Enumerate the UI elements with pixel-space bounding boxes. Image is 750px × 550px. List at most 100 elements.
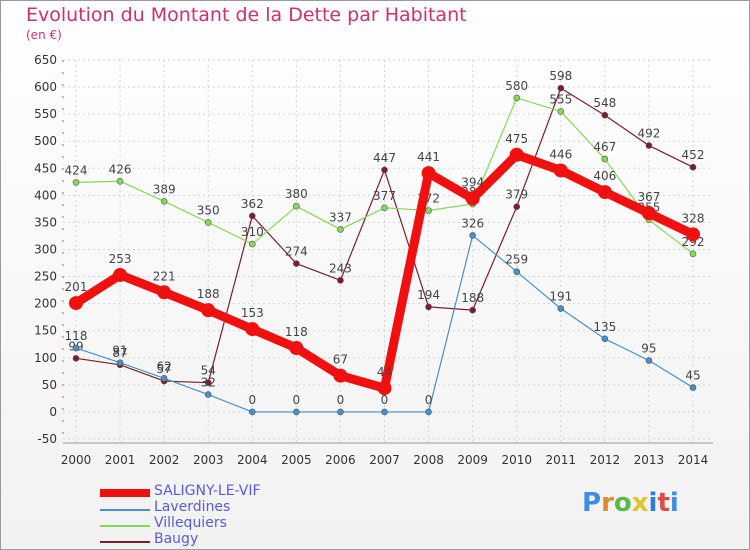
data-label: 310 xyxy=(241,225,264,239)
data-point xyxy=(337,408,344,416)
data-point xyxy=(248,212,256,220)
data-point xyxy=(513,94,521,102)
x-tick-label: 2011 xyxy=(546,453,577,467)
data-point xyxy=(204,219,212,226)
data-point xyxy=(160,375,168,382)
logo-letter: r xyxy=(601,488,614,518)
data-label: 0 xyxy=(425,393,433,407)
legend-swatch xyxy=(100,525,150,527)
data-point xyxy=(645,142,653,149)
data-label: 87 xyxy=(112,346,127,360)
data-label: 45 xyxy=(685,369,700,383)
y-tick-label: 600 xyxy=(34,80,57,94)
data-label: 118 xyxy=(65,329,88,343)
data-point xyxy=(116,359,124,366)
data-label: 394 xyxy=(461,176,484,190)
logo-letter: x xyxy=(631,488,649,518)
data-label: 32 xyxy=(201,376,216,390)
legend-label: SALIGNY-LE-VIF xyxy=(154,483,261,499)
x-tick-label: 2002 xyxy=(149,453,180,467)
x-tick-label: 2010 xyxy=(501,453,532,467)
data-label: 95 xyxy=(641,341,656,355)
y-tick-label: 0 xyxy=(49,405,57,419)
data-point xyxy=(557,108,565,115)
legend-swatch xyxy=(100,541,150,543)
x-tick-label: 2001 xyxy=(105,453,136,467)
data-label: 475 xyxy=(505,132,528,146)
data-point xyxy=(689,250,697,258)
y-tick-label: 300 xyxy=(34,243,57,257)
data-point xyxy=(293,408,300,416)
data-label: 326 xyxy=(461,216,484,230)
data-label: 0 xyxy=(293,393,301,407)
data-point xyxy=(293,202,300,210)
logo-letter: t xyxy=(657,488,670,518)
data-label: 188 xyxy=(197,287,220,301)
data-label: 67 xyxy=(333,353,348,367)
y-tick-label: 150 xyxy=(34,324,57,338)
data-label: 194 xyxy=(417,288,440,302)
data-label: 153 xyxy=(241,306,264,320)
data-label: 253 xyxy=(109,252,132,266)
data-point xyxy=(337,226,344,233)
data-point xyxy=(601,155,609,163)
data-label: 62 xyxy=(157,359,172,373)
data-label: 452 xyxy=(682,148,705,162)
data-point xyxy=(425,303,432,311)
data-point xyxy=(557,305,565,312)
legend-label: Baugy xyxy=(154,531,199,547)
legend-swatch xyxy=(100,509,150,511)
data-label: 0 xyxy=(381,393,389,407)
data-label: 380 xyxy=(285,187,308,201)
data-point xyxy=(204,379,212,386)
data-point xyxy=(557,84,565,92)
data-label: 379 xyxy=(505,188,528,202)
data-point xyxy=(597,185,612,200)
y-tick-label: 50 xyxy=(42,378,57,392)
y-tick-label: 100 xyxy=(34,351,57,365)
data-label: 362 xyxy=(241,197,264,211)
y-tick-label: -50 xyxy=(37,432,57,446)
data-point xyxy=(425,408,432,416)
data-label: 548 xyxy=(593,96,616,110)
data-point xyxy=(381,204,388,212)
data-point xyxy=(116,177,124,185)
x-tick-label: 2005 xyxy=(281,453,312,467)
x-tick-label: 2003 xyxy=(193,453,224,467)
legend-label: Laverdines xyxy=(154,499,231,515)
x-tick-label: 2009 xyxy=(457,453,488,467)
data-point xyxy=(293,260,300,267)
data-point xyxy=(469,232,476,239)
data-label: 555 xyxy=(549,92,572,106)
data-point xyxy=(421,166,436,181)
data-label: 377 xyxy=(373,189,396,203)
data-point xyxy=(204,391,212,398)
data-label: 44 xyxy=(377,365,392,379)
data-point xyxy=(689,163,697,171)
y-tick-label: 200 xyxy=(34,297,57,311)
data-label: 259 xyxy=(505,253,528,267)
x-tick-label: 2012 xyxy=(590,453,621,467)
x-tick-label: 2013 xyxy=(634,453,665,467)
data-label: 135 xyxy=(593,320,616,334)
data-point xyxy=(72,355,80,362)
data-point xyxy=(72,179,80,186)
data-point xyxy=(157,285,172,300)
data-label: 598 xyxy=(549,69,572,83)
data-point xyxy=(201,303,216,318)
x-tick-label: 2014 xyxy=(678,453,709,467)
data-point xyxy=(601,335,609,343)
data-label: 406 xyxy=(593,169,616,183)
data-label: 201 xyxy=(65,280,88,294)
y-tick-label: 450 xyxy=(34,161,57,175)
y-tick-label: 500 xyxy=(34,134,57,148)
data-label: 91 xyxy=(112,344,127,358)
data-point xyxy=(248,240,256,248)
data-label: 389 xyxy=(153,182,176,196)
data-point xyxy=(469,306,476,314)
data-label: 243 xyxy=(329,261,352,275)
data-point xyxy=(686,227,700,242)
data-label: 447 xyxy=(373,151,396,165)
data-label: 0 xyxy=(337,393,345,407)
